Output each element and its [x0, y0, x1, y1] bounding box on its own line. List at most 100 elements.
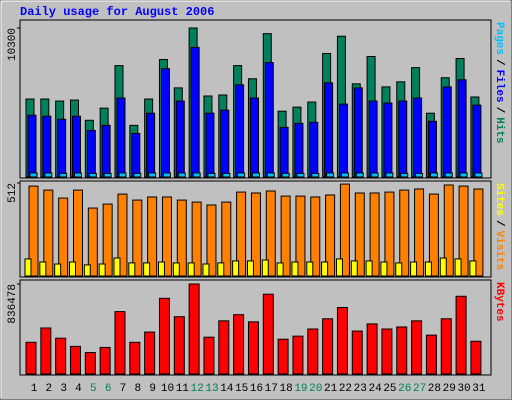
bar	[295, 195, 306, 277]
legend-entry: KBytes	[493, 282, 505, 322]
bar	[427, 120, 437, 178]
bar	[306, 261, 314, 277]
bar	[351, 330, 363, 375]
y-tick-label: 512	[7, 183, 19, 203]
bar	[116, 97, 126, 178]
bar	[368, 100, 378, 178]
legend-entry: Files	[493, 70, 505, 103]
bar	[380, 261, 388, 277]
legend: Pages / Files / Hits	[493, 22, 505, 144]
bar	[114, 311, 126, 375]
bar	[354, 192, 365, 277]
bar	[309, 121, 319, 178]
bar	[396, 326, 408, 375]
x-tick-label: 24	[368, 383, 382, 395]
bar	[350, 260, 358, 277]
y-tick-label: 836478	[7, 284, 19, 324]
legend-entry: Pages	[493, 22, 505, 55]
bar	[86, 129, 96, 178]
bar	[265, 190, 276, 277]
bar	[190, 46, 200, 178]
legend: Sites / Visits	[493, 183, 505, 270]
bar	[321, 261, 329, 277]
x-tick-label: 4	[75, 383, 82, 395]
bar	[43, 189, 54, 277]
bar	[439, 257, 447, 277]
bar	[398, 100, 408, 178]
bar	[42, 115, 52, 178]
bar	[173, 316, 185, 375]
bar	[365, 260, 373, 277]
bar	[266, 172, 275, 178]
bar	[83, 264, 91, 277]
bar	[192, 172, 201, 178]
bar	[69, 345, 81, 375]
x-tick-label: 29	[443, 383, 456, 395]
bar	[101, 124, 111, 178]
bar	[311, 172, 320, 178]
bar	[235, 84, 245, 178]
x-tick-label: 3	[60, 383, 67, 395]
bar	[339, 183, 350, 277]
legend-separator: /	[493, 107, 505, 114]
x-tick-label: 31	[472, 383, 486, 395]
bar	[322, 318, 334, 375]
bar	[57, 118, 67, 178]
x-tick-label: 2	[46, 383, 53, 395]
x-tick-label: 18	[280, 383, 293, 395]
bar	[217, 262, 225, 277]
bar	[281, 172, 290, 178]
bar	[132, 199, 143, 277]
bar	[264, 62, 274, 178]
legend-entry: Sites	[493, 183, 505, 216]
x-tick-label: 1	[31, 383, 38, 395]
bar	[307, 328, 319, 375]
bar	[133, 172, 142, 178]
bar	[261, 259, 269, 277]
bar	[54, 263, 62, 277]
bar	[28, 185, 39, 277]
bar	[88, 172, 97, 178]
bar	[172, 262, 180, 277]
bar	[118, 172, 127, 178]
bar	[410, 261, 418, 277]
bar	[162, 172, 171, 178]
bar	[218, 320, 230, 375]
bar	[232, 260, 240, 277]
bar	[292, 335, 304, 375]
bar	[459, 172, 468, 178]
bar	[222, 172, 231, 178]
bar	[205, 112, 215, 178]
x-tick-label: 7	[120, 383, 127, 395]
bar	[44, 172, 53, 178]
x-tick-label: 14	[220, 383, 234, 395]
bar	[39, 261, 47, 277]
x-tick-label: 13	[205, 383, 218, 395]
bar	[249, 97, 259, 178]
bar	[143, 262, 151, 277]
x-tick-label: 30	[457, 383, 470, 395]
bar	[102, 203, 113, 277]
x-tick-label: 19	[294, 383, 307, 395]
x-tick-label: 10	[161, 383, 174, 395]
bar	[158, 297, 170, 375]
bar	[440, 318, 452, 375]
bar	[415, 172, 424, 178]
bar	[24, 258, 32, 277]
x-tick-label: 12	[191, 383, 204, 395]
bar	[221, 201, 232, 277]
bar	[291, 261, 299, 277]
bar	[160, 68, 170, 178]
bar	[472, 104, 482, 178]
bar	[246, 260, 254, 277]
x-tick-label: 15	[235, 383, 248, 395]
x-tick-label: 9	[149, 383, 156, 395]
bar	[414, 188, 425, 277]
bar	[87, 207, 98, 277]
bar	[353, 87, 363, 178]
bar	[474, 172, 483, 178]
bar	[294, 122, 304, 178]
bar	[340, 172, 349, 178]
bar	[411, 320, 423, 375]
